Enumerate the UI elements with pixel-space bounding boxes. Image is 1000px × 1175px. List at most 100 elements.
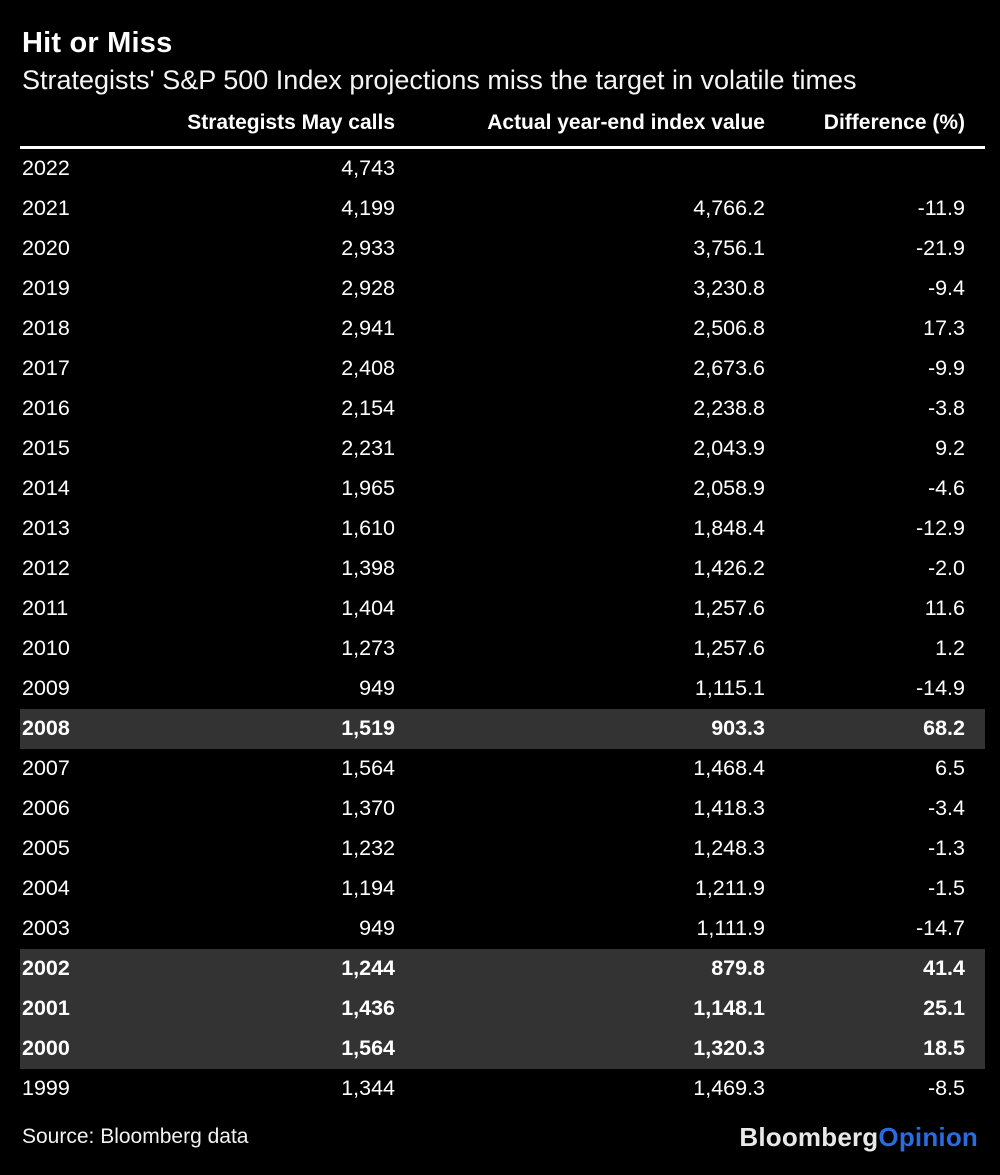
- table-row: 2018 2,941 2,506.8 17.3: [20, 309, 985, 349]
- cell-difference-pct: -9.4: [927, 276, 965, 301]
- cell-strategists-may-call: 1,965: [341, 476, 395, 501]
- cell-year: 2014: [22, 476, 70, 501]
- table-row: 2007 1,564 1,468.4 6.5: [20, 749, 985, 789]
- cell-year: 2018: [22, 316, 70, 341]
- cell-year: 2000: [22, 1036, 70, 1061]
- table-row: 2014 1,965 2,058.9 -4.6: [20, 469, 985, 509]
- cell-year: 2016: [22, 396, 70, 421]
- cell-year: 2013: [22, 516, 70, 541]
- cell-difference-pct: -14.9: [915, 676, 965, 701]
- chart-header: Hit or Miss Strategists' S&P 500 Index p…: [0, 0, 1000, 97]
- cell-actual-year-end-value: 1,418.3: [693, 796, 765, 821]
- cell-year: 2006: [22, 796, 70, 821]
- table-row: 2021 4,199 4,766.2 -11.9: [20, 189, 985, 229]
- cell-difference-pct: -21.9: [915, 236, 965, 261]
- column-header-actual-year-end-index-value: Actual year-end index value: [487, 110, 765, 134]
- table-header-row: Strategists May calls Actual year-end in…: [20, 105, 985, 149]
- cell-difference-pct: -2.0: [927, 556, 965, 581]
- cell-strategists-may-call: 2,231: [341, 436, 395, 461]
- cell-difference-pct: -14.7: [915, 916, 965, 941]
- cell-strategists-may-call: 1,370: [341, 796, 395, 821]
- cell-actual-year-end-value: 2,673.6: [693, 356, 765, 381]
- cell-strategists-may-call: 1,404: [341, 596, 395, 621]
- cell-difference-pct: 17.3: [923, 316, 965, 341]
- cell-actual-year-end-value: 1,469.3: [693, 1076, 765, 1101]
- column-header-difference-pct: Difference (%): [823, 110, 965, 134]
- cell-year: 2012: [22, 556, 70, 581]
- cell-strategists-may-call: 2,928: [341, 276, 395, 301]
- cell-actual-year-end-value: 2,238.8: [693, 396, 765, 421]
- cell-difference-pct: -11.9: [917, 196, 965, 221]
- source-note: Source: Bloomberg data: [22, 1125, 249, 1148]
- bloomberg-opinion-logo: BloombergOpinion: [739, 1122, 978, 1153]
- cell-strategists-may-call: 2,408: [341, 356, 395, 381]
- cell-difference-pct: 41.4: [923, 956, 965, 981]
- cell-strategists-may-call: 1,519: [341, 716, 395, 741]
- cell-year: 2022: [22, 156, 70, 181]
- cell-strategists-may-call: 1,232: [341, 836, 395, 861]
- table-row: 1999 1,344 1,469.3 -8.5: [20, 1069, 985, 1109]
- logo-brand-text: Bloomberg: [739, 1121, 879, 1152]
- cell-year: 2020: [22, 236, 70, 261]
- table-row: 2005 1,232 1,248.3 -1.3: [20, 829, 985, 869]
- table-body: 2022 4,743 2021 4,199 4,766.2 -11.9 2020…: [20, 149, 985, 1109]
- cell-strategists-may-call: 1,194: [341, 876, 395, 901]
- cell-year: 2004: [22, 876, 70, 901]
- cell-strategists-may-call: 949: [359, 916, 395, 941]
- cell-actual-year-end-value: 2,506.8: [693, 316, 765, 341]
- cell-year: 2003: [22, 916, 70, 941]
- table-row: 2019 2,928 3,230.8 -9.4: [20, 269, 985, 309]
- cell-difference-pct: -1.5: [927, 876, 965, 901]
- cell-difference-pct: 9.2: [935, 436, 965, 461]
- cell-difference-pct: -3.8: [927, 396, 965, 421]
- cell-strategists-may-call: 2,941: [341, 316, 395, 341]
- cell-actual-year-end-value: 1,257.6: [693, 636, 765, 661]
- cell-year: 2002: [22, 956, 70, 981]
- cell-difference-pct: -12.9: [915, 516, 965, 541]
- cell-actual-year-end-value: 2,043.9: [693, 436, 765, 461]
- cell-actual-year-end-value: 1,257.6: [693, 596, 765, 621]
- table-row: 2008 1,519 903.3 68.2: [20, 708, 985, 749]
- table-row: 2002 1,244 879.8 41.4: [20, 948, 985, 989]
- cell-year: 1999: [22, 1076, 70, 1101]
- cell-year: 2021: [22, 196, 70, 221]
- table-row: 2001 1,436 1,148.1 25.1: [20, 988, 985, 1029]
- cell-actual-year-end-value: 1,848.4: [693, 516, 765, 541]
- chart-subtitle: Strategists' S&P 500 Index projections m…: [22, 65, 857, 96]
- cell-actual-year-end-value: 3,230.8: [693, 276, 765, 301]
- cell-actual-year-end-value: 1,248.3: [693, 836, 765, 861]
- table-row: 2013 1,610 1,848.4 -12.9: [20, 509, 985, 549]
- column-header-strategists-may-calls: Strategists May calls: [187, 110, 395, 134]
- logo-suffix-text: Opinion: [878, 1121, 978, 1152]
- table-row: 2020 2,933 3,756.1 -21.9: [20, 229, 985, 269]
- cell-strategists-may-call: 949: [359, 676, 395, 701]
- cell-difference-pct: -3.4: [927, 796, 965, 821]
- chart-footer: Source: Bloomberg data BloombergOpinion: [0, 1111, 1000, 1175]
- cell-strategists-may-call: 2,933: [341, 236, 395, 261]
- cell-actual-year-end-value: 3,756.1: [693, 236, 765, 261]
- cell-difference-pct: -4.6: [927, 476, 965, 501]
- cell-strategists-may-call: 1,344: [341, 1076, 395, 1101]
- data-table: Strategists May calls Actual year-end in…: [20, 105, 985, 1109]
- cell-actual-year-end-value: 1,320.3: [693, 1036, 765, 1061]
- cell-year: 2019: [22, 276, 70, 301]
- table-row: 2003 949 1,111.9 -14.7: [20, 909, 985, 949]
- table-row: 2009 949 1,115.1 -14.9: [20, 669, 985, 709]
- cell-strategists-may-call: 2,154: [341, 396, 395, 421]
- table-row: 2000 1,564 1,320.3 18.5: [20, 1028, 985, 1069]
- table-row: 2015 2,231 2,043.9 9.2: [20, 429, 985, 469]
- cell-difference-pct: 11.6: [924, 596, 965, 621]
- table-row: 2010 1,273 1,257.6 1.2: [20, 629, 985, 669]
- table-row: 2012 1,398 1,426.2 -2.0: [20, 549, 985, 589]
- cell-year: 2007: [22, 756, 70, 781]
- cell-strategists-may-call: 1,398: [341, 556, 395, 581]
- cell-actual-year-end-value: 2,058.9: [693, 476, 765, 501]
- cell-strategists-may-call: 1,244: [341, 956, 395, 981]
- table-row: 2011 1,404 1,257.6 11.6: [20, 589, 985, 629]
- cell-difference-pct: -9.9: [927, 356, 965, 381]
- table-row: 2016 2,154 2,238.8 -3.8: [20, 389, 985, 429]
- cell-difference-pct: 68.2: [923, 716, 965, 741]
- table-row: 2022 4,743: [20, 149, 985, 189]
- cell-strategists-may-call: 1,564: [341, 756, 395, 781]
